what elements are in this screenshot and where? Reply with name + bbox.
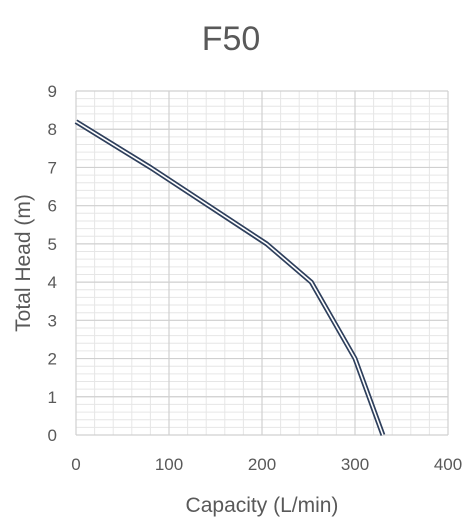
y-tick-label: 3 bbox=[48, 311, 57, 330]
chart-title: F50 bbox=[202, 20, 261, 58]
y-tick-label: 7 bbox=[48, 158, 57, 177]
series-layer bbox=[76, 121, 383, 435]
y-tick-label: 4 bbox=[48, 273, 57, 292]
x-tick-label: 300 bbox=[341, 455, 369, 474]
y-axis-label: Total Head (m) bbox=[12, 194, 35, 332]
x-tick-label: 100 bbox=[155, 455, 183, 474]
x-tick-labels: 0 100 200 300 400 bbox=[71, 455, 462, 474]
x-axis-label: Capacity (L/min) bbox=[186, 494, 339, 517]
x-tick-label: 200 bbox=[248, 455, 276, 474]
y-tick-label: 5 bbox=[48, 235, 57, 254]
x-tick-label: 400 bbox=[434, 455, 462, 474]
y-tick-label: 6 bbox=[48, 197, 57, 216]
y-tick-label: 8 bbox=[48, 120, 57, 139]
y-tick-label: 9 bbox=[48, 82, 57, 101]
y-tick-label: 1 bbox=[48, 388, 57, 407]
y-tick-label: 2 bbox=[48, 350, 57, 369]
x-tick-label: 0 bbox=[71, 455, 80, 474]
y-tick-label: 0 bbox=[48, 426, 57, 445]
y-tick-labels: 0 1 2 3 4 5 6 7 8 9 bbox=[48, 82, 57, 445]
